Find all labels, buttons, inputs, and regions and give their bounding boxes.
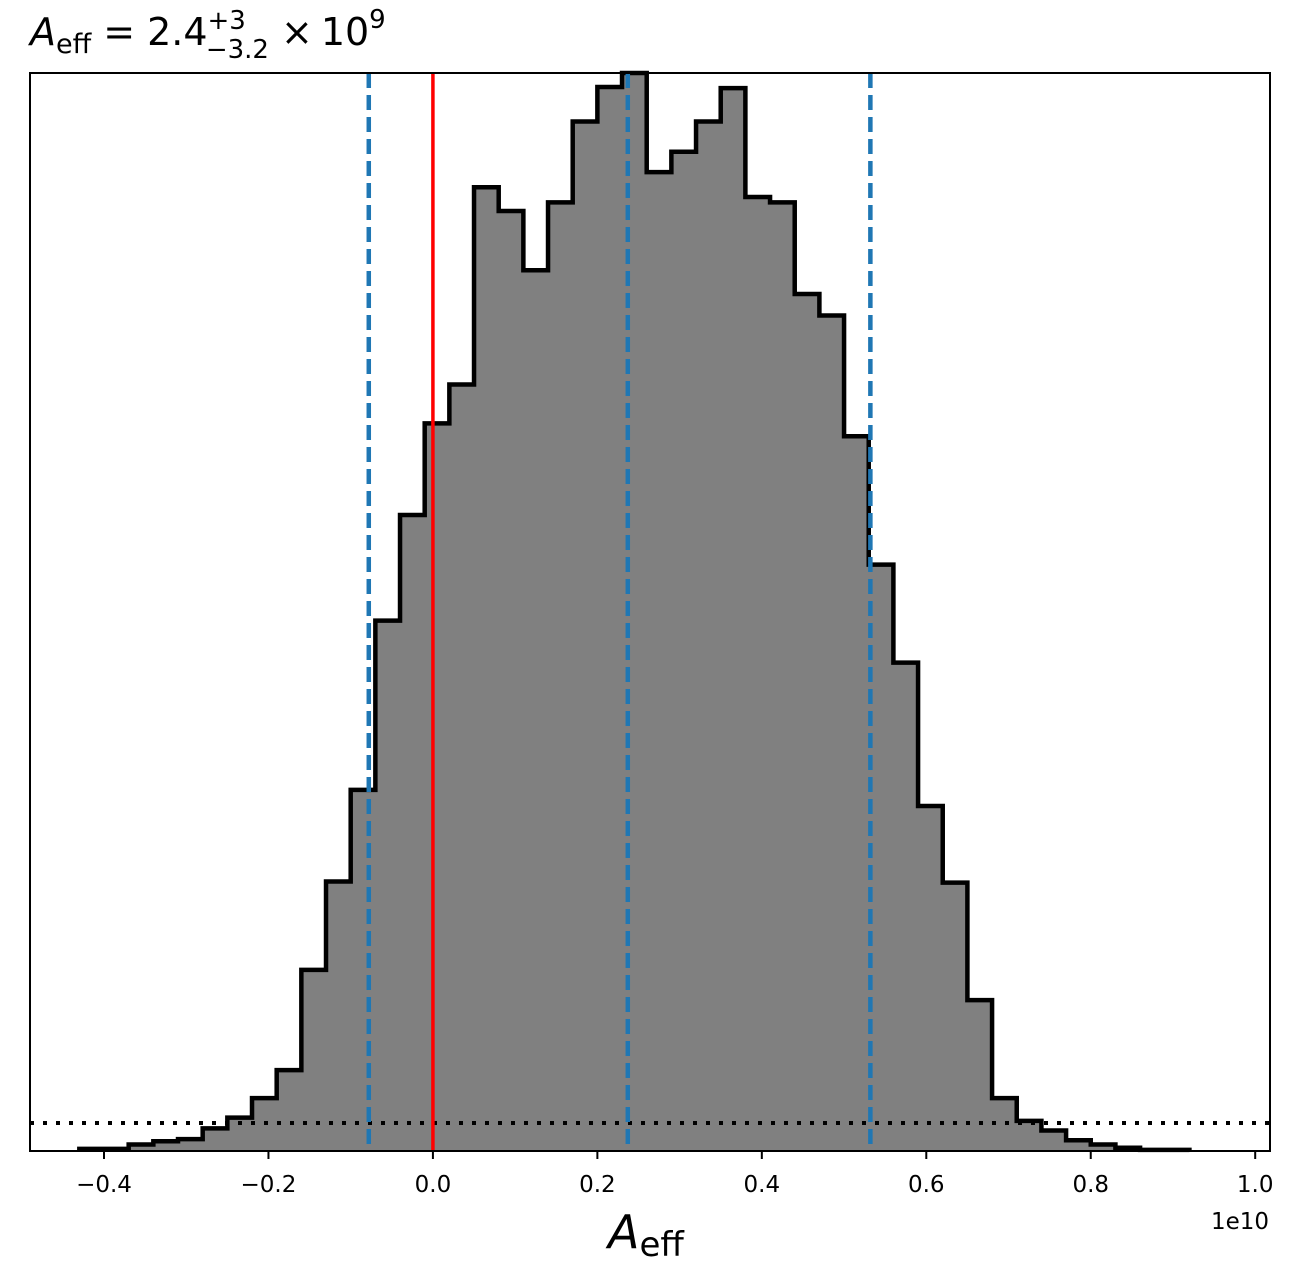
histogram-bar <box>1016 1120 1043 1151</box>
histogram-bar <box>523 270 549 1151</box>
histogram-bar <box>301 969 327 1151</box>
histogram-bar <box>844 436 870 1151</box>
histogram-bar <box>572 121 598 1151</box>
histogram-bar <box>794 293 820 1151</box>
x-tick-label: 1.0 <box>1237 1172 1274 1198</box>
title-exponent: 9 <box>369 5 386 35</box>
x-axis-ticks: −0.4 −0.2 0.0 0.2 0.4 0.6 0.8 1.0 <box>76 1151 1273 1198</box>
title-times: × <box>281 10 313 54</box>
histogram-bar <box>474 187 500 1151</box>
title-symbol-sub: eff <box>56 29 93 60</box>
histogram-bar <box>153 1141 179 1151</box>
histogram-bar <box>178 1139 204 1151</box>
chart-title: Aeff = 2.4+3 −3.2 × 109 <box>27 5 386 65</box>
histogram-bar <box>893 662 919 1151</box>
histogram-bar <box>646 172 672 1151</box>
x-axis-label: Aeff <box>605 1205 685 1265</box>
histogram-bar <box>992 1098 1018 1151</box>
x-tick-label: −0.4 <box>76 1172 132 1198</box>
x-tick-label: 0.6 <box>908 1172 945 1198</box>
axes-frame <box>29 72 1271 1152</box>
histogram-bar <box>350 789 376 1151</box>
histogram-bars <box>79 73 1191 1152</box>
title-base: 10 <box>321 10 369 54</box>
histogram-bar <box>1090 1144 1117 1151</box>
x-tick-label: 0.0 <box>415 1172 452 1198</box>
quantile-lines <box>366 73 873 1151</box>
histogram-bar <box>696 121 722 1151</box>
x-tick-label: 0.4 <box>744 1172 781 1198</box>
histogram-bar <box>745 196 771 1152</box>
histogram-bar <box>548 202 574 1152</box>
xlabel-symbol: A <box>605 1205 639 1259</box>
histogram-bar <box>868 564 894 1151</box>
histogram-bar <box>942 882 969 1151</box>
histogram-bar <box>1041 1130 1067 1151</box>
histogram-bar <box>498 210 524 1151</box>
histogram-bar <box>597 87 623 1151</box>
title-equals: = <box>103 10 135 54</box>
histogram-bar <box>967 1000 993 1151</box>
histogram-bar <box>326 881 352 1151</box>
title-symbol: A <box>27 10 56 54</box>
histogram-bar <box>375 620 401 1151</box>
histogram-bar <box>449 384 475 1151</box>
histogram-bar <box>424 423 450 1152</box>
histogram-bar <box>770 202 796 1152</box>
histogram-bar <box>276 1070 302 1151</box>
histogram-bar <box>400 514 426 1151</box>
histogram-bar <box>128 1144 154 1151</box>
histogram-bar <box>720 88 746 1151</box>
histogram-bar <box>819 315 845 1151</box>
histogram-bar <box>1066 1140 1092 1151</box>
title-value: 2.4 <box>147 10 207 54</box>
x-tick-label: 0.2 <box>579 1172 616 1198</box>
histogram-bar <box>918 806 944 1151</box>
xlabel-sub: eff <box>639 1225 685 1265</box>
title-upper: +3 <box>208 6 246 36</box>
x-tick-label: 0.8 <box>1072 1172 1109 1198</box>
histogram-bar <box>671 151 697 1152</box>
axis-offset-label: 1e10 <box>1211 1209 1269 1235</box>
x-tick-label: −0.2 <box>241 1172 297 1198</box>
histogram-bar <box>202 1128 228 1151</box>
title-lower: −3.2 <box>206 35 269 65</box>
